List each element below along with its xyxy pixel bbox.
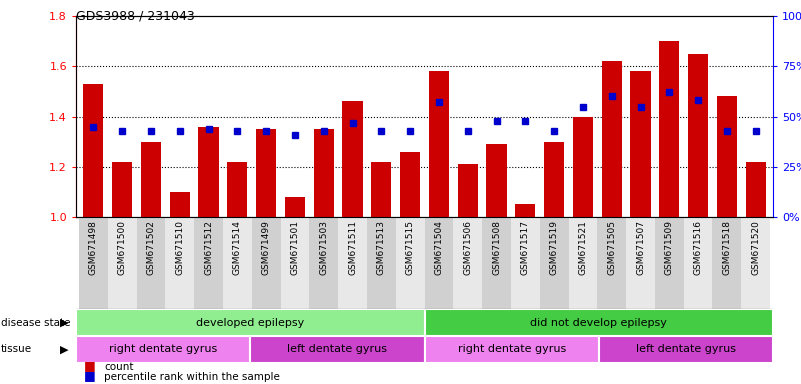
Text: GSM671515: GSM671515 xyxy=(405,220,415,275)
Bar xyxy=(285,197,305,217)
Text: left dentate gyrus: left dentate gyrus xyxy=(636,344,736,354)
Bar xyxy=(83,84,103,217)
Text: GSM671517: GSM671517 xyxy=(521,220,529,275)
Text: GSM671516: GSM671516 xyxy=(694,220,702,275)
Bar xyxy=(309,217,338,309)
Text: GSM671506: GSM671506 xyxy=(463,220,473,275)
Text: GSM671521: GSM671521 xyxy=(578,220,587,275)
Bar xyxy=(338,217,367,309)
Text: GSM671501: GSM671501 xyxy=(291,220,300,275)
Bar xyxy=(396,217,425,309)
Bar xyxy=(76,336,250,363)
Bar xyxy=(453,217,482,309)
Text: ▶: ▶ xyxy=(59,344,68,354)
Bar xyxy=(688,54,708,217)
Text: GSM671518: GSM671518 xyxy=(723,220,731,275)
Text: disease state: disease state xyxy=(1,318,70,328)
Bar xyxy=(626,217,655,309)
Text: GSM671511: GSM671511 xyxy=(348,220,357,275)
Bar xyxy=(717,96,737,217)
Bar xyxy=(482,217,511,309)
Text: GSM671510: GSM671510 xyxy=(175,220,184,275)
Bar xyxy=(199,127,219,217)
Text: GSM671509: GSM671509 xyxy=(665,220,674,275)
Text: left dentate gyrus: left dentate gyrus xyxy=(288,344,388,354)
Text: percentile rank within the sample: percentile rank within the sample xyxy=(104,372,280,382)
Bar xyxy=(367,217,396,309)
Bar xyxy=(540,217,569,309)
Text: right dentate gyrus: right dentate gyrus xyxy=(457,344,566,354)
Bar xyxy=(165,217,194,309)
Bar xyxy=(659,41,679,217)
Bar xyxy=(141,142,161,217)
Text: GSM671508: GSM671508 xyxy=(492,220,501,275)
Bar xyxy=(544,142,564,217)
Text: GSM671513: GSM671513 xyxy=(376,220,386,275)
Bar xyxy=(371,162,392,217)
Text: ■: ■ xyxy=(84,359,96,372)
Text: ■: ■ xyxy=(84,369,96,382)
Bar xyxy=(252,217,280,309)
Text: developed epilepsy: developed epilepsy xyxy=(196,318,304,328)
Text: GSM671498: GSM671498 xyxy=(89,220,98,275)
Bar xyxy=(76,309,425,336)
Bar xyxy=(429,71,449,217)
Bar xyxy=(425,217,453,309)
Text: right dentate gyrus: right dentate gyrus xyxy=(109,344,217,354)
Bar xyxy=(515,204,535,217)
Text: tissue: tissue xyxy=(1,344,32,354)
Text: GSM671519: GSM671519 xyxy=(549,220,558,275)
Bar xyxy=(655,217,684,309)
Bar xyxy=(250,336,425,363)
Bar xyxy=(425,336,598,363)
Bar xyxy=(741,217,770,309)
Text: GSM671507: GSM671507 xyxy=(636,220,645,275)
Bar xyxy=(343,101,363,217)
Text: GSM671520: GSM671520 xyxy=(751,220,760,275)
Text: ▶: ▶ xyxy=(59,318,68,328)
Bar xyxy=(400,152,421,217)
Bar xyxy=(79,217,108,309)
Bar xyxy=(630,71,650,217)
Bar xyxy=(713,217,741,309)
Text: GSM671504: GSM671504 xyxy=(434,220,444,275)
Bar xyxy=(599,336,773,363)
Bar xyxy=(112,162,132,217)
Bar xyxy=(108,217,136,309)
Bar xyxy=(457,164,478,217)
Bar xyxy=(684,217,713,309)
Text: GSM671505: GSM671505 xyxy=(607,220,616,275)
Text: count: count xyxy=(104,362,134,372)
Bar xyxy=(602,61,622,217)
Bar xyxy=(569,217,598,309)
Bar xyxy=(280,217,309,309)
Text: GSM671512: GSM671512 xyxy=(204,220,213,275)
Text: GSM671502: GSM671502 xyxy=(147,220,155,275)
Text: GSM671503: GSM671503 xyxy=(320,220,328,275)
Bar xyxy=(256,129,276,217)
Text: GDS3988 / 231043: GDS3988 / 231043 xyxy=(76,10,195,23)
Text: GSM671499: GSM671499 xyxy=(262,220,271,275)
Bar xyxy=(227,162,248,217)
Bar xyxy=(598,217,626,309)
Bar xyxy=(136,217,165,309)
Bar xyxy=(194,217,223,309)
Bar xyxy=(573,117,593,217)
Bar xyxy=(425,309,773,336)
Bar xyxy=(170,192,190,217)
Text: did not develop epilepsy: did not develop epilepsy xyxy=(530,318,667,328)
Bar xyxy=(314,129,334,217)
Bar xyxy=(511,217,540,309)
Bar xyxy=(486,144,506,217)
Text: GSM671500: GSM671500 xyxy=(118,220,127,275)
Bar xyxy=(223,217,252,309)
Text: GSM671514: GSM671514 xyxy=(233,220,242,275)
Bar xyxy=(746,162,766,217)
